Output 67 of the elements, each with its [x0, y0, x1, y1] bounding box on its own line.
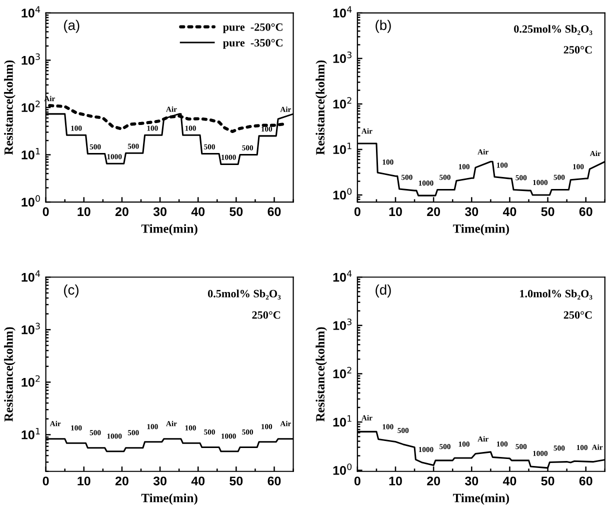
x-tick-label: 50 [230, 207, 243, 216]
y-tick-label: 10$^{3}$ [333, 52, 352, 64]
x-tick-label: 50 [541, 476, 554, 486]
annotation: 1.0mol% Sb₂O₃ [520, 290, 592, 300]
x-tick-label: 30 [153, 207, 166, 216]
y-tick-label: 10$^{1}$ [333, 142, 352, 154]
annotation: 0.25mol% Sb₂O₃ [514, 24, 592, 35]
x-axis-title: Time(min) [453, 224, 509, 236]
y-tick-label: 10$^{0}$ [333, 463, 352, 475]
annotation: 0.5mol% Sb₂O₃ [208, 290, 281, 300]
chart-title: (a) [64, 20, 80, 33]
y-tick-label: 10$^{1}$ [22, 148, 40, 160]
y-axis-title: Resistance(kohm) [4, 327, 16, 422]
y-tick-label: 10$^{1}$ [22, 428, 40, 440]
chart-title: (b) [376, 20, 391, 33]
x-tick-label: 20 [427, 476, 440, 486]
legend-label: pure -250°C [223, 23, 282, 34]
chart-title: (c) [64, 284, 78, 298]
x-tick-label: 50 [230, 476, 243, 486]
x-tick-label: 50 [541, 207, 554, 216]
x-tick-label: 20 [115, 207, 128, 216]
x-tick-label: 40 [502, 207, 516, 216]
x-tick-label: 30 [464, 207, 478, 216]
y-tick-label: 10$^{2}$ [22, 375, 40, 387]
y-tick-label: 10$^{3}$ [22, 53, 40, 65]
x-tick-label: 30 [464, 476, 478, 486]
y-tick-label: 10$^{4}$ [22, 6, 40, 18]
x-tick-label: 40 [191, 207, 205, 216]
chart-title: (d) [376, 284, 391, 298]
x-tick-label: 20 [427, 207, 440, 216]
annotation: 250°C [564, 311, 592, 319]
x-tick-label: 60 [268, 207, 281, 216]
y-tick-label: 10$^{0}$ [333, 188, 352, 200]
y-tick-label: 10$^{4}$ [22, 270, 40, 282]
x-tick-label: 20 [115, 476, 128, 486]
y-tick-label: 10$^{3}$ [22, 322, 40, 334]
y-tick-label: 10$^{2}$ [333, 97, 352, 109]
y-tick-label: 10$^{3}$ [333, 318, 352, 330]
x-tick-label: 60 [579, 207, 592, 216]
y-axis-title: Resistance(kohm) [316, 60, 328, 155]
x-tick-label: 30 [153, 476, 166, 486]
y-tick-label: 10$^{4}$ [333, 270, 352, 282]
x-tick-label: 40 [502, 476, 516, 486]
x-tick-label: 10 [389, 476, 402, 486]
x-tick-label: 0 [354, 476, 360, 486]
x-axis-title: Time(min) [141, 224, 198, 236]
y-tick-label: 10$^{2}$ [333, 366, 352, 378]
y-axis-title: Resistance(kohm) [4, 60, 16, 155]
x-axis-title: Time(min) [453, 493, 509, 505]
x-tick-label: 0 [354, 207, 360, 216]
x-tick-label: 10 [78, 476, 90, 486]
x-tick-label: 0 [42, 476, 49, 486]
y-tick-label: 10$^{0}$ [22, 195, 40, 207]
x-tick-label: 60 [268, 476, 281, 486]
y-tick-label: 10$^{4}$ [333, 6, 352, 18]
x-tick-label: 10 [389, 207, 402, 216]
annotation: 250°C [252, 311, 280, 319]
x-tick-label: 10 [78, 207, 90, 216]
annotation: 250°C [564, 46, 592, 54]
x-axis-title: Time(min) [141, 493, 198, 505]
y-tick-label: 10$^{1}$ [333, 415, 352, 427]
x-tick-label: 0 [42, 207, 49, 216]
x-tick-label: 40 [191, 476, 205, 486]
y-tick-label: 10$^{2}$ [22, 100, 40, 112]
y-axis-title: Resistance(kohm) [316, 327, 328, 422]
legend-label: pure -350°C [223, 39, 282, 49]
x-tick-label: 60 [579, 476, 592, 486]
